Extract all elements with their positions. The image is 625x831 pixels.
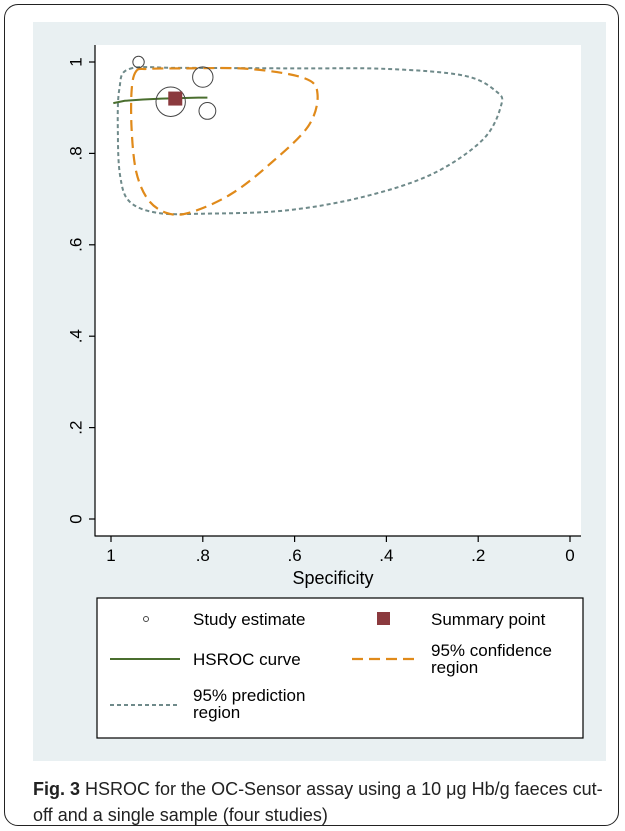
study-estimate-marker <box>155 86 186 117</box>
legend-box <box>96 597 584 739</box>
x-tick-label: .8 <box>196 546 210 565</box>
legend-symbol-summary-point <box>377 612 390 625</box>
plot-area <box>95 45 581 536</box>
legend-label-prediction-region: 95% prediction region <box>193 686 305 722</box>
legend-label-line: 95% prediction <box>193 686 305 705</box>
confidence-region <box>130 66 319 216</box>
y-tick-label: 1 <box>66 57 85 66</box>
y-tick-label: 0 <box>66 514 85 523</box>
figure-caption: Fig. 3 HSROC for the OC-Sensor assay usi… <box>33 776 605 828</box>
figure-frame <box>4 4 619 826</box>
hsroc-curve <box>113 96 208 105</box>
y-tick-label: .2 <box>66 421 85 435</box>
x-tick-label: .2 <box>471 546 485 565</box>
y-tick-label: .4 <box>66 329 85 343</box>
legend-label-study-estimate: Study estimate <box>193 610 305 629</box>
legend-label-hsroc-curve: HSROC curve <box>193 650 301 669</box>
study-estimate-marker <box>198 101 217 120</box>
caption-text: HSROC for the OC-Sensor assay using a 10… <box>33 779 603 825</box>
x-tick-label: 1 <box>106 546 115 565</box>
legend-label-line: region <box>431 658 478 677</box>
legend-symbol-study-estimate <box>143 616 149 622</box>
study-estimate-marker <box>132 55 145 69</box>
legend-label-summary-point: Summary point <box>431 610 546 629</box>
x-tick-label: .4 <box>379 546 393 565</box>
legend-label-line: 95% confidence <box>431 641 552 660</box>
x-axis-title: Specificity <box>292 568 373 588</box>
summary-point-marker <box>168 91 183 106</box>
study-estimate-marker <box>192 66 214 88</box>
caption-label: Fig. 3 <box>33 779 81 799</box>
x-tick-label: 0 <box>565 546 574 565</box>
y-tick-label: .8 <box>66 146 85 160</box>
x-tick-label: .6 <box>288 546 302 565</box>
legend-label-confidence-region: 95% confidence region <box>431 641 552 677</box>
legend-label-line: region <box>193 703 240 722</box>
prediction-region <box>116 66 504 216</box>
y-tick-label: .6 <box>66 238 85 252</box>
